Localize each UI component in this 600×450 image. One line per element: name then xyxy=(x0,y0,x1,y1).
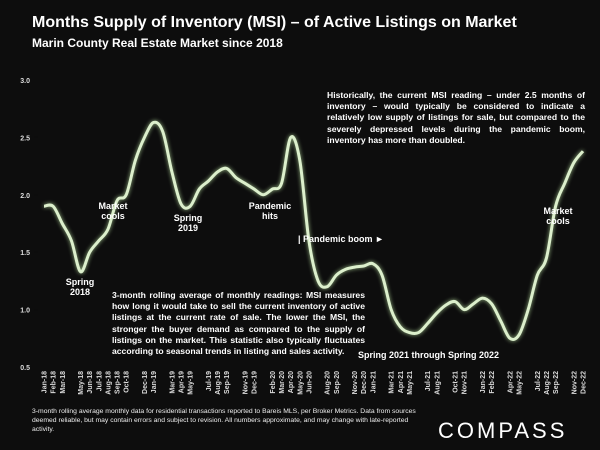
x-tick-label: May-21 xyxy=(407,371,414,395)
x-tick-label: Apr-22 xyxy=(507,371,514,393)
x-tick-label: Jul-22 xyxy=(535,371,542,391)
annotation: Pandemic hits xyxy=(248,201,292,222)
x-tick-label: Aug-22 xyxy=(544,371,551,395)
x-tick-label: Aug-20 xyxy=(325,371,332,395)
y-tick-label: 1.0 xyxy=(20,308,30,315)
x-tick-label: Dec-18 xyxy=(142,371,149,394)
x-tick-label: Jul-18 xyxy=(96,371,103,391)
y-tick-label: 3.0 xyxy=(20,78,30,85)
annotation: Spring 2019 xyxy=(173,213,203,234)
y-tick-label: 2.5 xyxy=(20,135,30,142)
annotation: Market cools xyxy=(98,201,128,222)
footnote: 3-month rolling average monthly data for… xyxy=(32,408,416,433)
x-tick-label: Nov-19 xyxy=(242,371,249,394)
y-tick-label: 2.0 xyxy=(20,193,30,200)
x-tick-label: Nov-21 xyxy=(462,371,469,394)
x-tick-label: Dec-20 xyxy=(361,371,368,394)
x-tick-label: Nov-22 xyxy=(571,371,578,394)
annotation: Spring 2021 through Spring 2022 xyxy=(358,350,500,360)
x-tick-label: Nov-20 xyxy=(352,371,359,394)
x-tick-label: Sep-22 xyxy=(553,371,560,394)
line xyxy=(43,120,585,341)
x-tick-label: Jan-21 xyxy=(370,371,377,393)
annotation: 3-month rolling average of monthly readi… xyxy=(112,290,365,356)
x-tick-label: May-20 xyxy=(297,371,304,395)
chart-subtitle: Marin County Real Estate Market since 20… xyxy=(32,36,283,50)
annotation: Spring 2018 xyxy=(65,277,95,298)
x-tick-label: Jan-18 xyxy=(42,371,49,393)
y-tick-label: 1.5 xyxy=(20,250,30,257)
x-tick-label: Feb-22 xyxy=(489,371,496,394)
x-tick-label: Jul-19 xyxy=(206,371,213,391)
x-tick-label: Aug-18 xyxy=(105,371,112,395)
annotation: Historically, the current MSI reading – … xyxy=(327,90,585,145)
x-tick-label: Dec-19 xyxy=(252,371,259,394)
x-tick-label: Sep-19 xyxy=(224,371,231,394)
x-tick-label: Oct-18 xyxy=(124,371,131,393)
x-tick-label: Sep-18 xyxy=(115,371,122,394)
x-tick-label: May-18 xyxy=(78,371,85,395)
x-tick-label: Jul-21 xyxy=(425,371,432,391)
x-tick-label: Mar-20 xyxy=(279,371,286,394)
x-tick-label: Oct-21 xyxy=(453,371,460,393)
x-tick-label: Apr-19 xyxy=(179,371,186,393)
y-tick-label: 0.5 xyxy=(20,365,30,372)
x-tick-label: Dec-22 xyxy=(581,371,588,394)
annotation: | Pandemic boom ► xyxy=(298,234,384,244)
x-tick-label: Apr-21 xyxy=(398,371,405,393)
logo: COMPASS xyxy=(438,418,568,443)
x-tick-label: Feb-18 xyxy=(51,371,58,394)
x-tick-label: Aug-19 xyxy=(215,371,222,395)
x-tick-label: Mar-18 xyxy=(60,371,67,394)
x-tick-label: Mar-19 xyxy=(169,371,176,394)
x-tick-label: Jan-22 xyxy=(480,371,487,393)
x-tick-label: May-19 xyxy=(188,371,195,395)
x-tick-label: Jun-20 xyxy=(306,371,313,394)
x-tick-label: Apr-20 xyxy=(288,371,295,393)
x-tick-label: Jan-19 xyxy=(151,371,158,393)
x-tick-label: Jun-18 xyxy=(87,371,94,394)
chart-title: Months Supply of Inventory (MSI) – of Ac… xyxy=(32,14,517,31)
x-tick-label: Feb-20 xyxy=(270,371,277,394)
x-tick-label: Aug-21 xyxy=(434,371,441,395)
x-tick-label: Sep-20 xyxy=(334,371,341,394)
annotation: Market cools xyxy=(543,206,573,227)
x-tick-label: May-22 xyxy=(517,371,524,395)
x-tick-label: Mar-21 xyxy=(389,371,396,394)
